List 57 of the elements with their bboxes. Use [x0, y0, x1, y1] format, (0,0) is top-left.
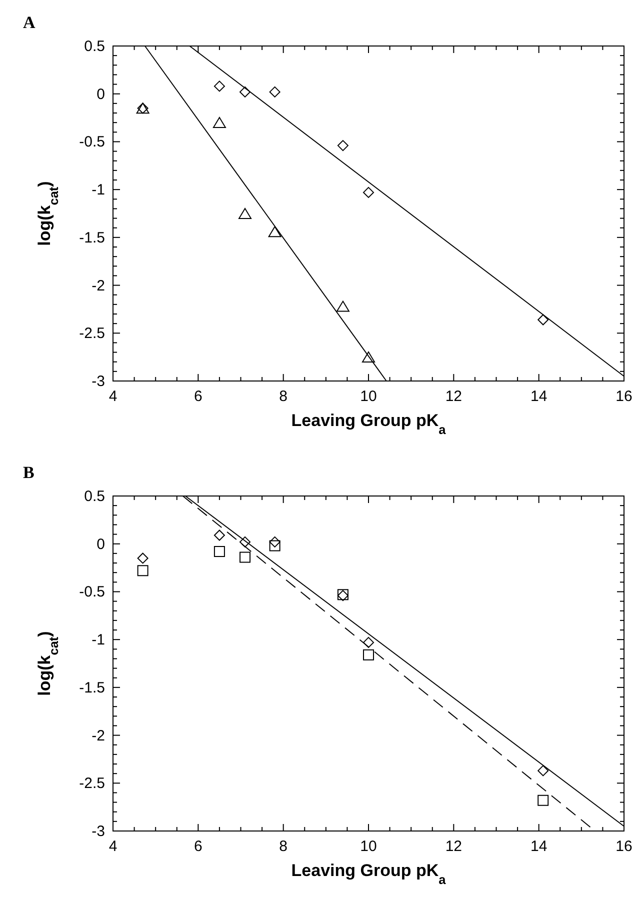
point [362, 352, 375, 363]
point [214, 80, 225, 92]
point [363, 186, 374, 198]
y-tick-label: 0.5 [84, 488, 105, 505]
x-tick-label: 10 [360, 388, 377, 405]
x-axis-title: Leaving Group pK$_{a}$ [291, 861, 447, 886]
y-tick-label: -2 [92, 727, 105, 744]
chart-title: A [23, 13, 36, 32]
x-tick-label: 14 [530, 388, 548, 405]
y-tick-label: 0 [96, 86, 105, 103]
x-tick-label: 10 [360, 838, 377, 855]
x-tick-label: 8 [279, 838, 288, 855]
point [214, 546, 225, 558]
y-tick-label: -1 [92, 182, 105, 199]
y-tick-label: -0.5 [79, 584, 105, 601]
point [137, 565, 148, 576]
y-tick-label: -3 [92, 823, 105, 840]
point [268, 226, 282, 238]
point [538, 314, 549, 326]
y-tick-label: -1.5 [79, 679, 105, 696]
point [363, 649, 374, 660]
y-tick-label: -2.5 [79, 775, 105, 792]
y-tick-label: -2 [92, 277, 105, 294]
y-tick-label: 0 [96, 536, 105, 553]
y-tick-label: 0.5 [84, 38, 105, 55]
y-tick-label: -1 [92, 632, 105, 649]
y-tick-label: -3 [92, 373, 105, 390]
x-tick-label: 8 [279, 388, 288, 405]
point [363, 636, 374, 648]
point [240, 536, 251, 548]
point [269, 86, 280, 98]
x-axis-title: Leaving Group pK$_{a}$ [291, 411, 447, 436]
x-tick-label: 14 [530, 838, 548, 855]
x-tick-label: 12 [445, 838, 462, 855]
point [240, 86, 251, 98]
y-tick-label: -0.5 [79, 134, 105, 151]
point [269, 540, 280, 552]
chart-title: B [23, 463, 34, 482]
x-tick-label: 6 [194, 388, 202, 405]
point [336, 300, 350, 312]
x-tick-label: 6 [194, 838, 202, 855]
point [538, 765, 549, 776]
point [240, 552, 251, 563]
point [337, 140, 348, 152]
point [214, 530, 225, 541]
point [137, 552, 148, 564]
point [238, 208, 252, 219]
x-tick-label: 16 [616, 838, 632, 855]
y-tick-label: -2.5 [79, 325, 105, 342]
x-tick-label: 4 [108, 388, 118, 405]
x-tick-label: 4 [108, 838, 118, 855]
x-tick-label: 16 [616, 388, 632, 405]
point [269, 536, 280, 548]
point [212, 117, 226, 128]
point [538, 794, 549, 806]
x-tick-label: 12 [445, 388, 462, 405]
y-tick-label: -1.5 [79, 229, 105, 246]
